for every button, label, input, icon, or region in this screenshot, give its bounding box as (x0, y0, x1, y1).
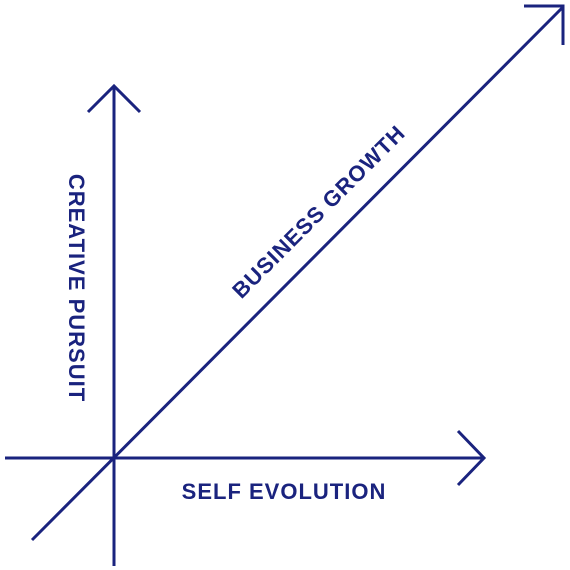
vertical-axis-label: CREATIVE PURSUIT (64, 174, 89, 402)
horizontal-axis-arrowhead (456, 429, 487, 487)
vertical-axis-arrowhead (86, 83, 142, 114)
diagonal-axis-label: BUSINESS GROWTH (227, 120, 410, 303)
diagonal-axis-arrowhead (524, 4, 565, 45)
horizontal-axis-label: SELF EVOLUTION (182, 479, 387, 504)
diagonal-axis-line (30, 6, 564, 542)
